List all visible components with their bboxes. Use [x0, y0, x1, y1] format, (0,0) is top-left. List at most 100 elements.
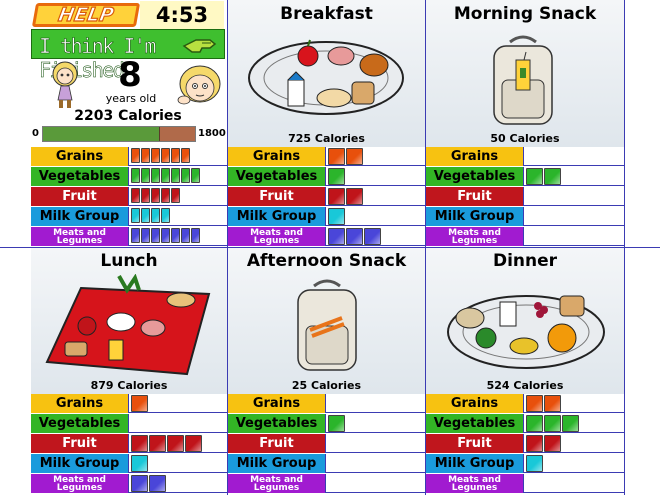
serving-block [149, 435, 166, 452]
breakfast-panel[interactable]: Breakfast 725 Calories [228, 0, 425, 147]
food-group-label: Meats and Legumes [426, 474, 524, 493]
serving-block [151, 188, 160, 203]
food-group-label-line: Meats and [53, 474, 106, 485]
food-group-label: Meats and Legumes [31, 474, 129, 493]
serving-block [346, 148, 363, 165]
serving-block [328, 168, 345, 185]
morning-snack-panel[interactable]: Morning Snack 50 Calories [426, 0, 624, 147]
serving-block [167, 435, 184, 452]
serving-block [328, 208, 345, 225]
grid-line [0, 247, 660, 248]
serving-block [131, 148, 140, 163]
meal-calories: 725 Calories [288, 132, 365, 145]
serving-block [328, 188, 345, 205]
serving-block [131, 435, 148, 452]
food-group-row: Milk Group [426, 454, 624, 473]
serving-block [191, 228, 200, 243]
calorie-meter-overflow [159, 127, 195, 141]
serving-block [526, 415, 543, 432]
serving-block [364, 228, 381, 245]
serving-block [328, 148, 345, 165]
food-group-label: Meats and Legumes [228, 227, 326, 246]
serving-block [141, 168, 150, 183]
serving-block [544, 395, 561, 412]
food-group-row: Meats and Legumes [426, 227, 624, 246]
food-group-row: Milk Group [228, 454, 425, 473]
dinner-rows: Grains Vegetables Fruit Milk Group Meats and… [426, 394, 624, 494]
food-group-label: Vegetables [426, 414, 524, 433]
food-group-label: Fruit [31, 187, 129, 206]
help-button[interactable]: HELP [31, 3, 141, 27]
pointing-hand-icon [182, 39, 217, 53]
serving-block [562, 415, 579, 432]
food-group-row: Grains [31, 147, 227, 166]
servings-bar [129, 167, 227, 186]
servings-bar [129, 227, 227, 246]
food-group-label-line: Meats and [448, 474, 501, 485]
food-group-row: Grains [426, 147, 624, 166]
age-value: 8 [118, 55, 142, 95]
food-group-row: Meats and Legumes [426, 474, 624, 493]
countdown-timer: 4:53 [140, 1, 224, 29]
meal-title: Breakfast [280, 4, 373, 24]
serving-block [185, 435, 202, 452]
servings-bar [129, 147, 227, 166]
dinner-panel[interactable]: Dinner 524 Calories [426, 248, 624, 394]
food-group-row: Grains [228, 147, 425, 166]
servings-bar [524, 187, 624, 206]
finished-button[interactable]: I think I'm Finished [31, 29, 225, 82]
food-group-label-line: Legumes [56, 235, 103, 246]
serving-block [346, 188, 363, 205]
serving-block [131, 455, 148, 472]
serving-block [526, 455, 543, 472]
servings-bar [326, 147, 425, 166]
food-group-label: Fruit [228, 187, 326, 206]
food-group-label-line: Legumes [253, 482, 300, 493]
serving-block [141, 228, 150, 243]
food-group-label: Grains [426, 147, 524, 166]
serving-block [161, 188, 170, 203]
servings-bar [326, 394, 425, 413]
food-group-label: Fruit [228, 434, 326, 453]
morning-snack-rows: Grains Vegetables Fruit Milk Group Meats and… [426, 147, 624, 247]
lunch-panel[interactable]: Lunch 879 Calories [31, 248, 227, 394]
food-group-row: Vegetables [228, 414, 425, 433]
food-group-row: Milk Group [31, 454, 227, 473]
servings-bar [524, 474, 624, 493]
food-group-label: Milk Group [31, 454, 129, 473]
serving-block [328, 228, 345, 245]
servings-bar [129, 187, 227, 206]
food-group-row: Fruit [228, 187, 425, 206]
serving-block [131, 188, 140, 203]
serving-block [131, 395, 148, 412]
calorie-range-min: 0 [32, 128, 39, 139]
serving-block [141, 188, 150, 203]
food-group-label: Meats and Legumes [31, 227, 129, 246]
food-group-row: Fruit [31, 187, 227, 206]
serving-block [544, 435, 561, 452]
serving-block [526, 435, 543, 452]
serving-block [131, 168, 140, 183]
food-group-label: Vegetables [31, 167, 129, 186]
afternoon-snack-panel[interactable]: Afternoon Snack 25 Calories [228, 248, 425, 394]
serving-block [171, 168, 180, 183]
servings-bar [326, 187, 425, 206]
finished-label: I think I'm Finished [39, 34, 157, 83]
meal-title: Lunch [100, 251, 158, 271]
calorie-meter-fill [43, 127, 195, 141]
serving-block [131, 475, 148, 492]
food-group-row: Meats and Legumes [31, 227, 227, 246]
food-group-label: Meats and Legumes [228, 474, 326, 493]
servings-bar [129, 207, 227, 226]
servings-bar [326, 227, 425, 246]
servings-bar [524, 394, 624, 413]
food-group-label: Milk Group [228, 207, 326, 226]
servings-bar [524, 434, 624, 453]
food-group-row: Vegetables [31, 414, 227, 433]
serving-block [131, 208, 140, 223]
food-group-label-line: Legumes [253, 235, 300, 246]
food-group-row: Grains [31, 394, 227, 413]
food-group-label-line: Meats and [250, 227, 303, 238]
serving-block [151, 148, 160, 163]
servings-bar [524, 454, 624, 473]
